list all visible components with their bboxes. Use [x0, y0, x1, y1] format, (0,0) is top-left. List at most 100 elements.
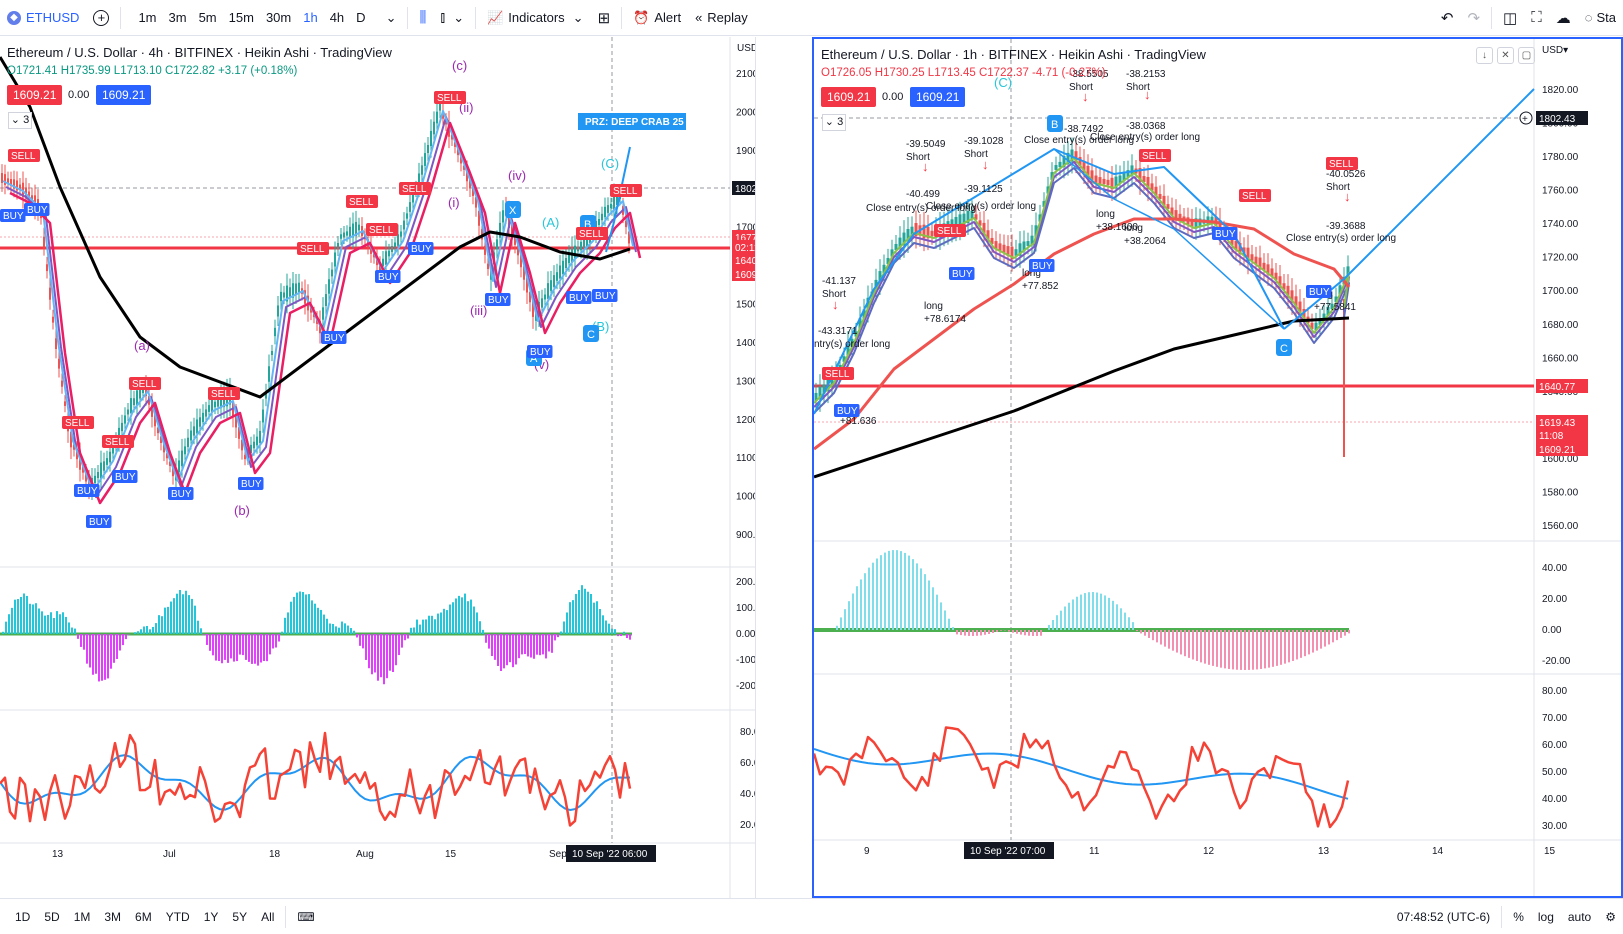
- timeframe-D[interactable]: D: [356, 10, 366, 25]
- timeframe-30m[interactable]: 30m: [265, 10, 292, 25]
- divider: [475, 6, 477, 29]
- indicators-button[interactable]: 📈 Indicators ⌄: [480, 0, 590, 36]
- replay-button[interactable]: « Replay: [688, 0, 755, 36]
- macd-bar: [113, 634, 115, 663]
- rsi-axis-label: 30.00: [1542, 821, 1567, 832]
- candle-body: [562, 260, 564, 275]
- range-ytd[interactable]: YTD: [165, 909, 190, 924]
- candle-body: [526, 277, 528, 293]
- candle-body: [187, 437, 189, 447]
- indicator-collapse[interactable]: ⌄ 3: [8, 112, 32, 129]
- candle-body: [331, 269, 333, 277]
- macd-bar: [125, 634, 127, 640]
- cloud-button[interactable]: ☁: [1549, 0, 1578, 36]
- candle-body: [1274, 272, 1278, 281]
- compare-button[interactable]: +: [86, 0, 116, 36]
- macd-bar: [1212, 630, 1214, 666]
- buy-signal: BUY: [569, 293, 590, 304]
- range-1m[interactable]: 1M: [73, 909, 91, 924]
- candle-body: [178, 460, 180, 473]
- candle-body: [427, 144, 429, 154]
- price-axis-label: 1580.00: [1542, 487, 1579, 498]
- range-5d[interactable]: 5D: [44, 909, 60, 924]
- macd-bar: [188, 595, 190, 634]
- candle-body: [628, 231, 630, 244]
- candle-body: [1190, 218, 1194, 228]
- chart-pane-right[interactable]: USD▾1820.001800.001780.001760.001740.001…: [812, 37, 1623, 898]
- candle-body: [244, 454, 246, 460]
- chart-pane-left[interactable]: USD▾2100.002000.001900.001800.001700.001…: [0, 37, 756, 898]
- macd-bar: [1336, 630, 1338, 641]
- candle-body: [822, 384, 826, 394]
- chart-canvas-right[interactable]: USD▾1820.001800.001780.001760.001740.001…: [814, 39, 1621, 896]
- maximize-button[interactable]: ▢: [1518, 47, 1535, 64]
- wave-label: (A): [542, 215, 559, 230]
- macd-bar: [464, 593, 466, 634]
- range-6m[interactable]: 6M: [135, 909, 152, 924]
- timeframe-3m[interactable]: 3m: [168, 10, 187, 25]
- indicator-collapse[interactable]: ⌄ 3: [822, 114, 846, 131]
- macd-bar: [137, 631, 139, 634]
- macd-bar: [350, 628, 352, 634]
- macd-bar: [257, 634, 259, 666]
- candle-body: [882, 264, 886, 274]
- candle-body: [1174, 210, 1178, 220]
- templates-button[interactable]: ⊞: [591, 0, 618, 36]
- candle-body: [994, 241, 998, 249]
- timeframe-15m[interactable]: 15m: [228, 10, 254, 25]
- start-button[interactable]: ◌ Sta: [1578, 0, 1623, 36]
- range-3m[interactable]: 3M: [104, 909, 122, 924]
- timeframe-dropdown[interactable]: ⌄: [379, 0, 404, 36]
- redo-button[interactable]: ↷: [1460, 0, 1487, 36]
- buy-signal-badge: [112, 470, 138, 483]
- timeframe-1m[interactable]: 1m: [138, 10, 157, 25]
- alert-button[interactable]: ⏰ Alert: [626, 0, 688, 36]
- range-1d[interactable]: 1D: [15, 909, 31, 924]
- percent-toggle[interactable]: %: [1513, 909, 1524, 924]
- collapse-button[interactable]: ✕: [1497, 47, 1514, 64]
- scroll-down-button[interactable]: ↓: [1476, 47, 1493, 64]
- timeframe-5m[interactable]: 5m: [198, 10, 217, 25]
- bar-style-button[interactable]: ⫼: [412, 0, 433, 36]
- range-1y[interactable]: 1Y: [203, 909, 219, 924]
- timeframe-4h[interactable]: 4h: [329, 10, 345, 25]
- sell-signal: SELL: [1329, 159, 1354, 170]
- chart-canvas-left[interactable]: USD▾2100.002000.001900.001800.001700.001…: [0, 37, 756, 898]
- timeframe-1h[interactable]: 1h: [303, 10, 318, 25]
- sell-price-pill[interactable]: 1609.21: [7, 85, 63, 105]
- goto-date-button[interactable]: ⌨: [290, 910, 321, 924]
- macd-bar: [83, 634, 85, 650]
- macd-bar: [293, 596, 295, 634]
- candle-body: [998, 243, 1002, 251]
- buy-price-pill[interactable]: 1609.21: [910, 87, 966, 107]
- tag-last: 1619.43: [1539, 418, 1576, 429]
- price-axis-label: 1680.00: [1542, 320, 1579, 331]
- candle-body: [106, 458, 108, 465]
- macd-bar: [56, 611, 58, 634]
- buy-price-pill[interactable]: 1609.21: [96, 85, 152, 105]
- range-all[interactable]: All: [261, 909, 275, 924]
- macd-bar: [458, 595, 460, 634]
- chart-style-button[interactable]: ⫾ ⌄: [433, 0, 471, 36]
- macd-bar: [920, 568, 922, 630]
- symbol-search[interactable]: ◆ ETHUSD: [0, 0, 86, 36]
- macd-bar: [62, 612, 64, 634]
- sell-price-pill[interactable]: 1609.21: [821, 87, 877, 107]
- settings-icon: ⚙: [1605, 909, 1616, 924]
- candle-body: [1142, 176, 1146, 182]
- undo-button[interactable]: ↶: [1434, 0, 1461, 36]
- macd-bar: [1176, 630, 1178, 653]
- clock[interactable]: 07:48:52 (UTC-6): [1396, 909, 1491, 924]
- layout-split-button[interactable]: ◫: [1496, 0, 1524, 36]
- candle-body: [127, 409, 129, 415]
- settings-button[interactable]: ⚙: [1598, 910, 1623, 924]
- log-toggle[interactable]: log: [1537, 909, 1554, 924]
- range-5y[interactable]: 5Y: [232, 909, 248, 924]
- fullscreen-button[interactable]: ⛶: [1524, 0, 1549, 36]
- macd-bar: [398, 634, 400, 656]
- buy-signal-badge: [86, 515, 112, 528]
- macd-bar: [1120, 608, 1122, 630]
- auto-toggle[interactable]: auto: [1567, 909, 1592, 924]
- candle-body: [1310, 322, 1314, 330]
- candle-body: [463, 165, 465, 170]
